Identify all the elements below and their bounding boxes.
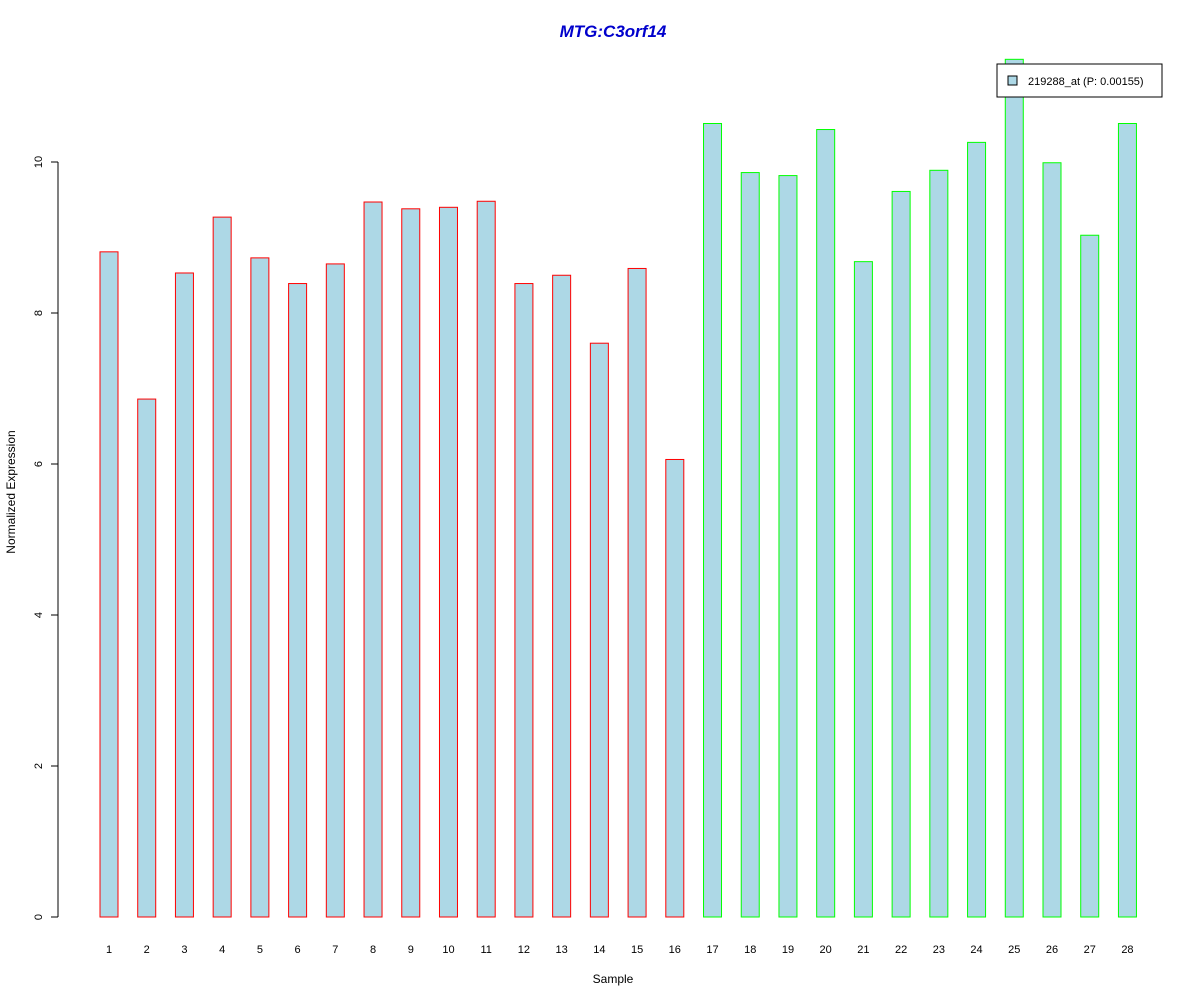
bar-sample-1: [99, 251, 119, 918]
x-tick-label: 18: [744, 944, 756, 956]
legend-box: [996, 63, 1163, 98]
x-tick-label: 26: [1046, 944, 1058, 956]
x-tick-label: 14: [593, 944, 605, 956]
x-tick-label: 13: [556, 944, 568, 956]
bar-sample-18: [740, 172, 760, 918]
bar-sample-13: [552, 274, 572, 918]
x-tick-label: 2: [144, 944, 150, 956]
x-tick-label: 20: [820, 944, 832, 956]
x-tick-label: 9: [408, 944, 414, 956]
bar-sample-14: [589, 342, 609, 918]
x-tick-label: 28: [1121, 944, 1133, 956]
x-tick-label: 22: [895, 944, 907, 956]
bar-sample-10: [438, 206, 458, 918]
y-tick-label: 6: [33, 461, 45, 467]
bar-sample-20: [816, 129, 836, 918]
x-axis-title: Sample: [593, 972, 634, 986]
x-tick-label: 23: [933, 944, 945, 956]
bar-sample-24: [967, 141, 987, 918]
x-tick-label: 1: [106, 944, 112, 956]
x-tick-label: 4: [219, 944, 225, 956]
bar-sample-17: [703, 123, 723, 918]
bar-sample-21: [853, 261, 873, 918]
bar-sample-3: [174, 272, 194, 918]
x-tick-label: 10: [442, 944, 454, 956]
bar-sample-27: [1080, 234, 1100, 918]
bar-sample-8: [363, 201, 383, 918]
bar-sample-5: [250, 257, 270, 918]
y-tick-label: 10: [33, 156, 45, 168]
y-tick-label: 2: [33, 763, 45, 769]
bar-sample-7: [325, 263, 345, 918]
y-tick-label: 4: [33, 612, 45, 618]
bar-sample-11: [476, 200, 496, 918]
bar-sample-12: [514, 283, 534, 918]
x-tick-label: 21: [857, 944, 869, 956]
y-tick-label: 0: [33, 914, 45, 920]
legend-swatch: [1007, 75, 1018, 86]
bar-sample-15: [627, 267, 647, 918]
x-tick-label: 3: [181, 944, 187, 956]
bar-sample-26: [1042, 162, 1062, 918]
x-axis-labels: 1 2 3 4 5 6 7 8 9 10 11 12 13 14 15 16 17 18 19 20 21 22 23 24 2…: [106, 944, 1134, 956]
x-tick-label: 11: [480, 944, 491, 956]
bar-sample-9: [401, 208, 421, 918]
x-tick-label: 8: [370, 944, 376, 956]
x-tick-label: 6: [295, 944, 301, 956]
bar-sample-22: [891, 190, 911, 918]
bar-sample-23: [929, 169, 949, 918]
x-tick-label: 24: [970, 944, 982, 956]
bar-sample-19: [778, 175, 798, 918]
bar-sample-16: [665, 458, 685, 918]
bar-sample-6: [288, 283, 308, 918]
legend: 219288_at (P: 0.00155): [996, 63, 1163, 98]
bar-sample-28: [1117, 123, 1137, 918]
x-tick-label: 19: [782, 944, 794, 956]
x-tick-label: 27: [1084, 944, 1096, 956]
x-tick-label: 15: [631, 944, 643, 956]
x-tick-label: 5: [257, 944, 263, 956]
x-tick-label: 17: [706, 944, 718, 956]
y-axis: 0 2 4 6 8 10: [33, 156, 59, 920]
x-tick-label: 12: [518, 944, 530, 956]
y-tick-label: 8: [33, 310, 45, 316]
bar-sample-25: [1004, 58, 1024, 918]
x-tick-label: 7: [332, 944, 338, 956]
x-tick-label: 16: [669, 944, 681, 956]
y-axis-title: Normalized Expression: [4, 430, 18, 553]
legend-label: 219288_at (P: 0.00155): [1028, 76, 1144, 88]
bar-sample-2: [137, 398, 157, 918]
x-tick-label: 25: [1008, 944, 1020, 956]
bars-group: [99, 58, 1137, 918]
bar-sample-4: [212, 216, 232, 918]
chart-title: MTG:C3orf14: [560, 22, 667, 41]
